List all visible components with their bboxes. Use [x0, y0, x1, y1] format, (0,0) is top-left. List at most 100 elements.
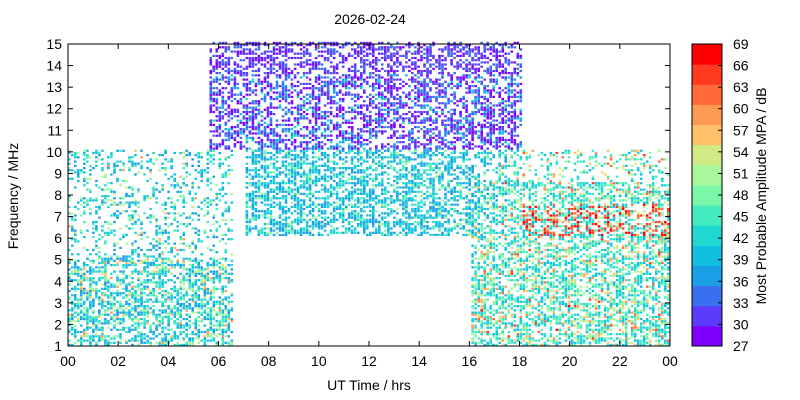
heatmap-cell: [263, 223, 267, 226]
heatmap-cell: [317, 197, 321, 200]
heatmap-cell: [158, 257, 161, 260]
heatmap-cell: [335, 231, 339, 234]
heatmap-cell: [89, 318, 92, 321]
heatmap-cell: [173, 266, 176, 269]
heatmap-cell: [338, 108, 342, 111]
heatmap-cell: [107, 182, 110, 185]
heatmap-cell: [173, 264, 176, 267]
heatmap-cell: [408, 97, 411, 101]
heatmap-cell: [146, 300, 149, 303]
heatmap-cell: [396, 171, 399, 174]
heatmap-cell: [408, 212, 411, 215]
heatmap-cell: [260, 91, 264, 94]
heatmap-cell: [363, 218, 366, 221]
heatmap-cell: [293, 119, 297, 122]
heatmap-cell: [275, 82, 279, 85]
heatmap-cell: [161, 253, 164, 256]
heatmap-cell: [209, 298, 213, 301]
heatmap-cell: [203, 279, 207, 282]
heatmap-cell: [317, 145, 321, 148]
heatmap-cell: [350, 169, 354, 172]
heatmap-cell: [275, 87, 279, 90]
heatmap-cell: [402, 85, 405, 88]
heatmap-cell: [143, 195, 146, 198]
heatmap-cell: [396, 207, 399, 211]
heatmap-cell: [173, 281, 176, 284]
heatmap-cell: [335, 65, 339, 68]
heatmap-cell: [369, 154, 372, 157]
heatmap-cell: [203, 287, 207, 290]
heatmap-cell: [402, 190, 405, 193]
heatmap-cell: [257, 216, 261, 219]
heatmap-cell: [248, 136, 252, 139]
heatmap-cell: [107, 343, 110, 346]
heatmap-cell: [254, 117, 258, 120]
heatmap-cell: [360, 220, 363, 224]
heatmap-cell: [218, 117, 222, 120]
heatmap-cell: [278, 190, 282, 193]
heatmap-cell: [176, 313, 179, 316]
heatmap-cell: [375, 63, 378, 66]
heatmap-cell: [221, 318, 225, 321]
heatmap-cell: [311, 113, 315, 116]
heatmap-cell: [363, 171, 366, 174]
heatmap-cell: [296, 134, 300, 137]
heatmap-cell: [384, 48, 387, 51]
heatmap-cell: [290, 128, 294, 131]
heatmap-cell: [290, 44, 294, 47]
heatmap-cell: [378, 154, 381, 157]
heatmap-cell: [278, 186, 282, 189]
heatmap-cell: [375, 136, 378, 139]
heatmap-cell: [116, 177, 119, 180]
heatmap-cell: [263, 63, 267, 66]
heatmap-cell: [284, 95, 288, 98]
heatmap-cell: [290, 195, 294, 198]
heatmap-cell: [357, 69, 360, 73]
heatmap-cell: [278, 197, 282, 200]
heatmap-cell: [110, 296, 113, 299]
heatmap-cell: [203, 324, 207, 327]
heatmap-cell: [408, 229, 411, 232]
heatmap-cell: [80, 199, 83, 202]
heatmap-cell: [338, 126, 342, 129]
heatmap-cell: [101, 277, 104, 280]
heatmap-cell: [224, 134, 228, 137]
heatmap-cell: [332, 214, 336, 217]
heatmap-cell: [305, 63, 309, 66]
heatmap-cell: [143, 300, 146, 303]
heatmap-cell: [248, 89, 252, 92]
heatmap-cell: [393, 108, 396, 111]
heatmap-cell: [134, 203, 137, 206]
heatmap-cell: [353, 104, 357, 107]
heatmap-cell: [260, 56, 264, 60]
heatmap-cell: [323, 41, 327, 44]
heatmap-cell: [182, 197, 185, 200]
heatmap-cell: [338, 91, 342, 94]
heatmap-cell: [206, 236, 210, 239]
heatmap-cell: [296, 201, 300, 204]
heatmap-cell: [251, 91, 255, 94]
heatmap-cell: [347, 214, 351, 217]
heatmap-cell: [137, 305, 140, 308]
heatmap-cell: [119, 283, 122, 286]
heatmap-cell: [278, 229, 282, 232]
heatmap-cell: [89, 281, 92, 284]
heatmap-cell: [384, 149, 387, 152]
heatmap-cell: [92, 318, 95, 321]
heatmap-cell: [104, 201, 107, 204]
heatmap-cell: [239, 59, 243, 62]
heatmap-cell: [357, 85, 360, 88]
heatmap-cell: [248, 119, 252, 122]
heatmap-cell: [194, 259, 197, 262]
heatmap-cell: [248, 147, 252, 150]
heatmap-cell: [399, 169, 402, 172]
heatmap-cell: [128, 305, 131, 308]
heatmap-cell: [170, 266, 173, 269]
heatmap-cell: [80, 309, 83, 312]
heatmap-cell: [68, 318, 71, 321]
heatmap-cell: [122, 279, 125, 282]
heatmap-cell: [176, 302, 179, 306]
heatmap-cell: [357, 78, 360, 81]
heatmap-cell: [89, 279, 92, 282]
heatmap-cell: [314, 44, 318, 47]
